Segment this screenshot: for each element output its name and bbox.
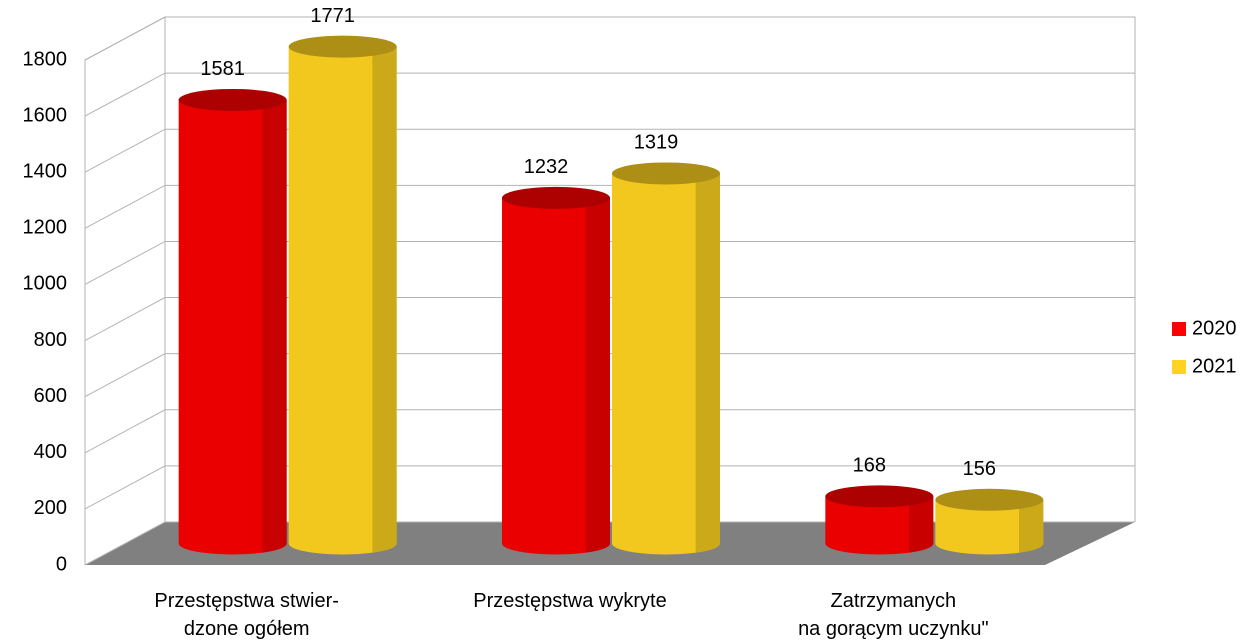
- cylinder-shade: [909, 496, 934, 553]
- x-tick-label-line: Przestępstwa stwier-: [154, 590, 339, 612]
- cylinder-body: [825, 496, 934, 555]
- x-tick-label: Przestępstwa wykryte: [473, 590, 666, 612]
- y-tick-label: 0: [56, 553, 67, 575]
- y-tick-label: 200: [34, 497, 67, 519]
- grid-line: [84, 128, 1135, 173]
- cylinder-shade: [1019, 499, 1044, 553]
- grid-line: [84, 16, 1135, 61]
- x-tick-label-line: Zatrzymanych: [831, 590, 957, 612]
- data-label: 1581: [200, 58, 245, 80]
- y-tick-label: 1600: [23, 104, 68, 126]
- grid-line: [84, 353, 1135, 398]
- cylinder-top: [825, 485, 934, 508]
- cylinder-body: [935, 499, 1044, 555]
- cylinder-body: [502, 197, 610, 555]
- legend-label: 2020: [1192, 317, 1237, 339]
- grid-line: [84, 409, 1135, 454]
- y-tick-label: 1200: [23, 217, 68, 239]
- x-tick-label-line: dzone ogółem: [184, 618, 310, 640]
- x-tick-label: Przestępstwa stwier-dzone ogółem: [154, 590, 339, 640]
- y-tick-label: 1800: [23, 48, 68, 70]
- cylinder-top: [502, 186, 610, 209]
- y-tick-label: 1000: [23, 273, 68, 295]
- y-tick-label: 800: [34, 329, 67, 351]
- cylinder-top: [935, 488, 1044, 511]
- grid-line: [84, 240, 1135, 285]
- cylinder-body: [612, 173, 720, 555]
- cylinder-shade: [372, 46, 397, 553]
- data-label: 156: [963, 458, 996, 480]
- data-label: 1319: [634, 132, 679, 154]
- grid-line: [84, 72, 1135, 117]
- cylinder-top: [612, 162, 720, 185]
- legend-swatch: [1172, 322, 1186, 336]
- grid-line: [84, 521, 1135, 566]
- grid-line: [84, 297, 1135, 341]
- y-tick-label: 600: [34, 385, 67, 407]
- cylinder-top: [288, 35, 397, 58]
- cylinder-shade: [262, 99, 287, 553]
- y-tick-label: 1400: [23, 161, 68, 183]
- legend-swatch: [1172, 360, 1186, 374]
- cylinder-shade: [585, 197, 610, 553]
- data-label: 168: [853, 455, 886, 477]
- cylinder-shade: [695, 173, 720, 553]
- cylinder-body: [178, 99, 287, 555]
- cylinder-top: [178, 88, 287, 111]
- grid-line: [84, 184, 1135, 229]
- x-tick-label-line: Przestępstwa wykryte: [473, 590, 666, 612]
- x-tick-label-line: na gorącym uczynku": [798, 618, 989, 640]
- data-label: 1771: [310, 5, 355, 27]
- x-tick-label: Zatrzymanych na gorącym uczynku": [798, 590, 989, 640]
- cylinder-body: [288, 46, 397, 555]
- grid-line: [84, 465, 1135, 510]
- legend-label: 2021: [1192, 355, 1237, 377]
- y-tick-label: 400: [34, 441, 67, 463]
- data-label: 1232: [524, 156, 569, 178]
